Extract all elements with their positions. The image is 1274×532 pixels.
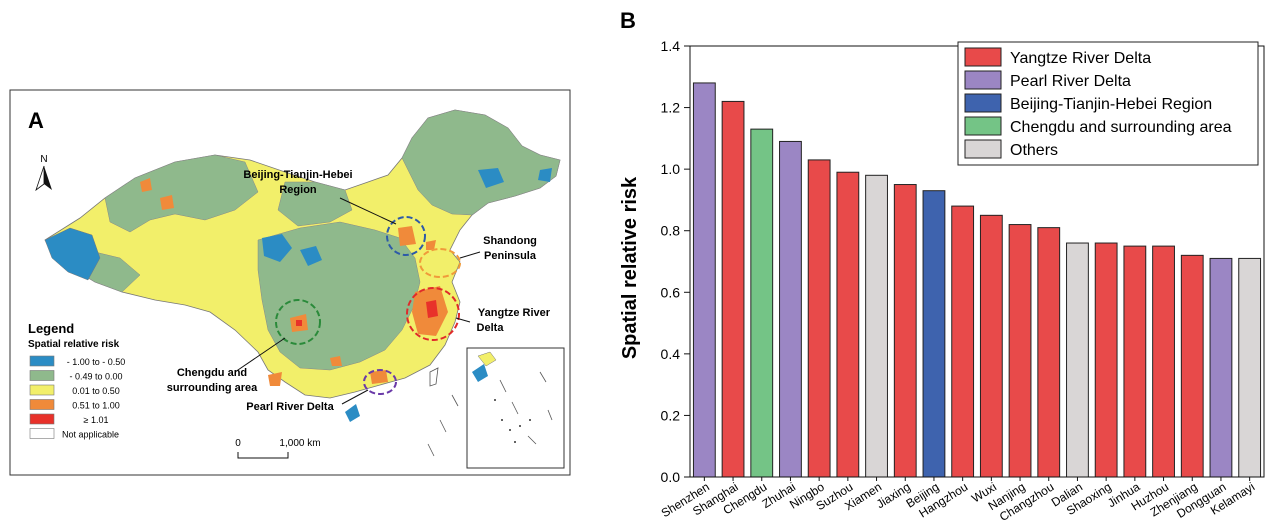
legend-item-label: 0.01 to 0.50: [72, 386, 120, 396]
legend-swatch: [964, 47, 1002, 67]
south-china-sea-inset: [466, 347, 565, 469]
bar-suzhou: [836, 171, 860, 478]
y-tick-label: 1.0: [661, 161, 681, 177]
bar-zhuhai: [779, 140, 802, 478]
legend-entry: Chengdu and surrounding area: [1010, 119, 1232, 136]
y-tick-label: 1.2: [661, 100, 681, 116]
y-tick-label: 0.2: [661, 407, 681, 423]
bar-zhenjiang: [1180, 254, 1204, 478]
svg-text:Peninsula: Peninsula: [484, 250, 537, 262]
y-tick-label: 0.4: [661, 346, 681, 362]
legend-entry: Beijing-Tianjin-Hebei Region: [1010, 96, 1212, 113]
legend-entry: Others: [1010, 142, 1058, 159]
bar-chengdu: [750, 128, 774, 478]
bar-xiamen: [865, 174, 888, 478]
bar-shaoxing: [1094, 242, 1118, 478]
svg-text:1,000 km: 1,000 km: [279, 438, 320, 449]
legend-swatch: [29, 355, 55, 367]
legend-box: [957, 41, 1259, 166]
legend-item-label: ≥ 1.01: [84, 415, 109, 425]
legend-item-label: - 0.49 to 0.00: [69, 372, 122, 382]
svg-text:0: 0: [235, 438, 241, 449]
legend-swatch: [964, 116, 1002, 136]
bar-dongguan: [1209, 257, 1233, 478]
bar-huzhou: [1152, 245, 1175, 478]
legend-item-label: 0.51 to 1.00: [72, 401, 120, 411]
svg-text:Chengdu and: Chengdu and: [177, 367, 247, 379]
y-tick-label: 1.4: [661, 38, 681, 54]
legend-swatch: [29, 413, 55, 425]
bar-kelamayi: [1238, 257, 1262, 478]
legend-swatch: [964, 93, 1002, 113]
svg-text:Yangtze River: Yangtze River: [478, 307, 551, 319]
svg-text:Pearl River Delta: Pearl River Delta: [246, 401, 334, 413]
pearl-circle: [363, 369, 397, 395]
bar-shanghai: [721, 100, 745, 478]
label-bth: Beijing-Tianjin-Hebei Region: [243, 169, 352, 196]
chengdu-circle: [275, 299, 321, 345]
panel-a-letter: A: [28, 108, 44, 133]
bar-beijing: [922, 190, 946, 478]
svg-text:Region: Region: [279, 184, 317, 196]
panel-b-letter: B: [620, 8, 636, 33]
bar-ningbo: [807, 159, 831, 478]
map-legend: Legend Spatial relative risk - 1.00 to -…: [28, 321, 125, 440]
chart-legend: Yangtze River Delta Pearl River Delta Beij…: [957, 41, 1259, 166]
scale-bar: 0 1,000 km: [235, 438, 321, 459]
bar-nanjing: [1008, 224, 1032, 478]
svg-text:Delta: Delta: [477, 322, 505, 334]
label-chengdu: Chengdu and surrounding area: [167, 367, 258, 394]
map-panel: A N: [9, 89, 571, 476]
legend-subtitle: Spatial relative risk: [28, 339, 120, 350]
legend-swatch: [29, 384, 55, 396]
bar-jinhua: [1123, 245, 1147, 478]
label-pearl: Pearl River Delta: [246, 401, 334, 413]
svg-text:Beijing-Tianjin-Hebei: Beijing-Tianjin-Hebei: [243, 169, 352, 181]
y-tick-label: 0.0: [661, 469, 681, 485]
legend-swatch: [29, 428, 55, 439]
north-arrow-icon: N: [35, 154, 52, 192]
svg-text:surrounding area: surrounding area: [167, 382, 258, 394]
legend-swatch: [29, 399, 55, 410]
legend-entry: Pearl River Delta: [1010, 73, 1131, 90]
bth-circle: [386, 216, 426, 256]
bar-dalian: [1066, 242, 1089, 478]
bar-hangzhou: [951, 205, 975, 478]
yangtze-circle: [406, 287, 460, 341]
china-map: [44, 109, 561, 422]
legend-item-label: - 1.00 to - 0.50: [67, 357, 126, 367]
y-tick-label: 0.8: [661, 223, 681, 239]
shandong-circle: [419, 248, 461, 278]
legend-item-label: Not applicable: [62, 430, 119, 440]
svg-text:Shandong: Shandong: [483, 235, 537, 247]
bar-chart-panel: B Spatial relative risk ShenzhenShanghai…: [619, 8, 1265, 524]
legend-title: Legend: [28, 321, 74, 336]
bar-wuxi: [979, 214, 1003, 478]
bar-shenzhen: [692, 82, 716, 478]
bar-changzhou: [1037, 227, 1061, 478]
legend-entry: Yangtze River Delta: [1010, 50, 1151, 67]
svg-text:N: N: [40, 154, 47, 165]
y-tick-label: 0.6: [661, 284, 681, 300]
label-yangtze: Yangtze River Delta: [477, 307, 551, 334]
y-axis-label: Spatial relative risk: [619, 176, 641, 359]
legend-swatch: [964, 70, 1002, 90]
legend-swatch: [29, 370, 55, 381]
label-shandong: Shandong Peninsula: [483, 235, 537, 262]
bar-jiaxing: [893, 184, 917, 478]
legend-swatch: [964, 139, 1002, 159]
